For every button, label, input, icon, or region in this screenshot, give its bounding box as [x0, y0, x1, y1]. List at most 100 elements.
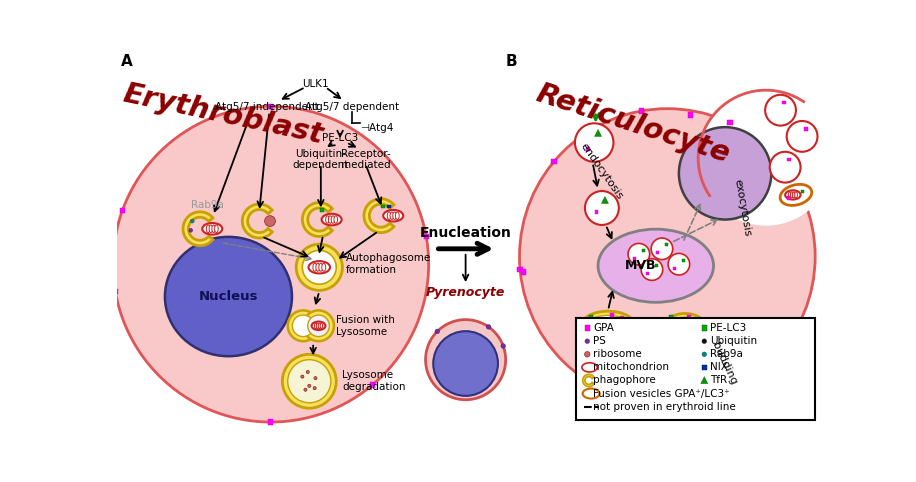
- Polygon shape: [594, 130, 602, 136]
- Circle shape: [501, 344, 506, 348]
- Bar: [423, 234, 429, 240]
- Circle shape: [698, 90, 834, 226]
- Wedge shape: [302, 202, 333, 237]
- Ellipse shape: [791, 192, 793, 198]
- Text: phagophore: phagophore: [594, 375, 656, 386]
- Ellipse shape: [209, 225, 213, 232]
- Bar: [633, 256, 636, 260]
- Ellipse shape: [329, 216, 332, 223]
- Ellipse shape: [206, 225, 210, 232]
- Ellipse shape: [322, 214, 342, 225]
- Ellipse shape: [789, 192, 791, 198]
- Bar: [655, 264, 658, 268]
- Bar: [586, 147, 590, 150]
- Bar: [702, 325, 707, 331]
- Circle shape: [288, 360, 331, 403]
- Ellipse shape: [319, 263, 322, 271]
- Text: Erythroblast: Erythroblast: [121, 80, 326, 149]
- Text: endocytosis: endocytosis: [579, 142, 625, 202]
- Text: Nucleus: Nucleus: [199, 290, 258, 303]
- Ellipse shape: [393, 212, 397, 219]
- Bar: [642, 249, 645, 252]
- Circle shape: [288, 310, 319, 341]
- Text: TfR: TfR: [711, 375, 727, 386]
- Ellipse shape: [322, 263, 326, 271]
- Wedge shape: [243, 204, 272, 238]
- Circle shape: [433, 331, 498, 396]
- Bar: [787, 197, 790, 200]
- Circle shape: [308, 315, 330, 336]
- Circle shape: [314, 376, 317, 380]
- Circle shape: [486, 324, 491, 329]
- Text: Enucleation: Enucleation: [420, 226, 511, 240]
- Ellipse shape: [792, 359, 795, 365]
- Bar: [320, 208, 323, 212]
- Text: PE-LC3: PE-LC3: [322, 133, 358, 143]
- Bar: [801, 189, 803, 193]
- Ellipse shape: [165, 237, 292, 356]
- Circle shape: [585, 191, 619, 225]
- Bar: [738, 382, 744, 387]
- Ellipse shape: [387, 212, 391, 219]
- Bar: [646, 272, 649, 275]
- Circle shape: [300, 375, 304, 378]
- Bar: [656, 251, 659, 254]
- Ellipse shape: [674, 321, 688, 330]
- Ellipse shape: [677, 323, 680, 329]
- Circle shape: [313, 387, 316, 390]
- Bar: [669, 398, 674, 403]
- Text: not proven in erythroid line: not proven in erythroid line: [594, 402, 736, 412]
- Ellipse shape: [390, 212, 394, 219]
- Text: Rab9a: Rab9a: [191, 201, 224, 210]
- Text: exocytosis: exocytosis: [733, 178, 753, 238]
- Ellipse shape: [665, 313, 705, 338]
- Ellipse shape: [600, 322, 603, 329]
- Ellipse shape: [383, 210, 403, 221]
- Ellipse shape: [316, 323, 319, 329]
- Bar: [639, 108, 644, 114]
- Ellipse shape: [314, 323, 317, 329]
- Text: PE-LC3: PE-LC3: [711, 323, 747, 333]
- Text: Ubiquitin-
dependent: Ubiquitin- dependent: [292, 149, 349, 170]
- Ellipse shape: [795, 192, 798, 198]
- Ellipse shape: [316, 263, 320, 271]
- Text: Receptor-
mediated: Receptor- mediated: [341, 149, 390, 170]
- Ellipse shape: [603, 322, 605, 329]
- Ellipse shape: [326, 216, 329, 223]
- Bar: [620, 316, 624, 320]
- Text: Ubiquitin: Ubiquitin: [711, 336, 758, 346]
- Circle shape: [308, 384, 311, 388]
- Ellipse shape: [583, 388, 600, 399]
- Ellipse shape: [780, 184, 812, 205]
- Circle shape: [304, 388, 307, 391]
- Ellipse shape: [313, 263, 317, 271]
- Circle shape: [575, 123, 614, 162]
- Ellipse shape: [682, 323, 685, 329]
- Circle shape: [585, 339, 590, 344]
- Circle shape: [435, 329, 440, 334]
- Circle shape: [306, 371, 310, 374]
- Bar: [594, 210, 598, 214]
- Ellipse shape: [332, 216, 335, 223]
- Bar: [551, 159, 557, 164]
- Bar: [268, 104, 274, 109]
- Ellipse shape: [202, 223, 223, 235]
- Text: Fusion vesicles GPA⁺/LC3⁺: Fusion vesicles GPA⁺/LC3⁺: [594, 388, 730, 399]
- Bar: [787, 363, 790, 367]
- Circle shape: [628, 243, 649, 265]
- Wedge shape: [583, 375, 594, 387]
- Circle shape: [296, 244, 343, 290]
- Bar: [687, 315, 691, 319]
- Bar: [801, 357, 803, 360]
- Ellipse shape: [311, 321, 325, 330]
- Ellipse shape: [214, 225, 218, 232]
- Bar: [672, 267, 676, 269]
- Ellipse shape: [670, 317, 701, 335]
- Ellipse shape: [792, 192, 795, 198]
- Circle shape: [668, 254, 690, 275]
- Ellipse shape: [581, 311, 635, 340]
- Bar: [520, 269, 526, 275]
- Text: ⊣Atg4: ⊣Atg4: [360, 122, 394, 133]
- Text: Fusion with
Lysosome: Fusion with Lysosome: [336, 315, 395, 336]
- Bar: [787, 158, 791, 161]
